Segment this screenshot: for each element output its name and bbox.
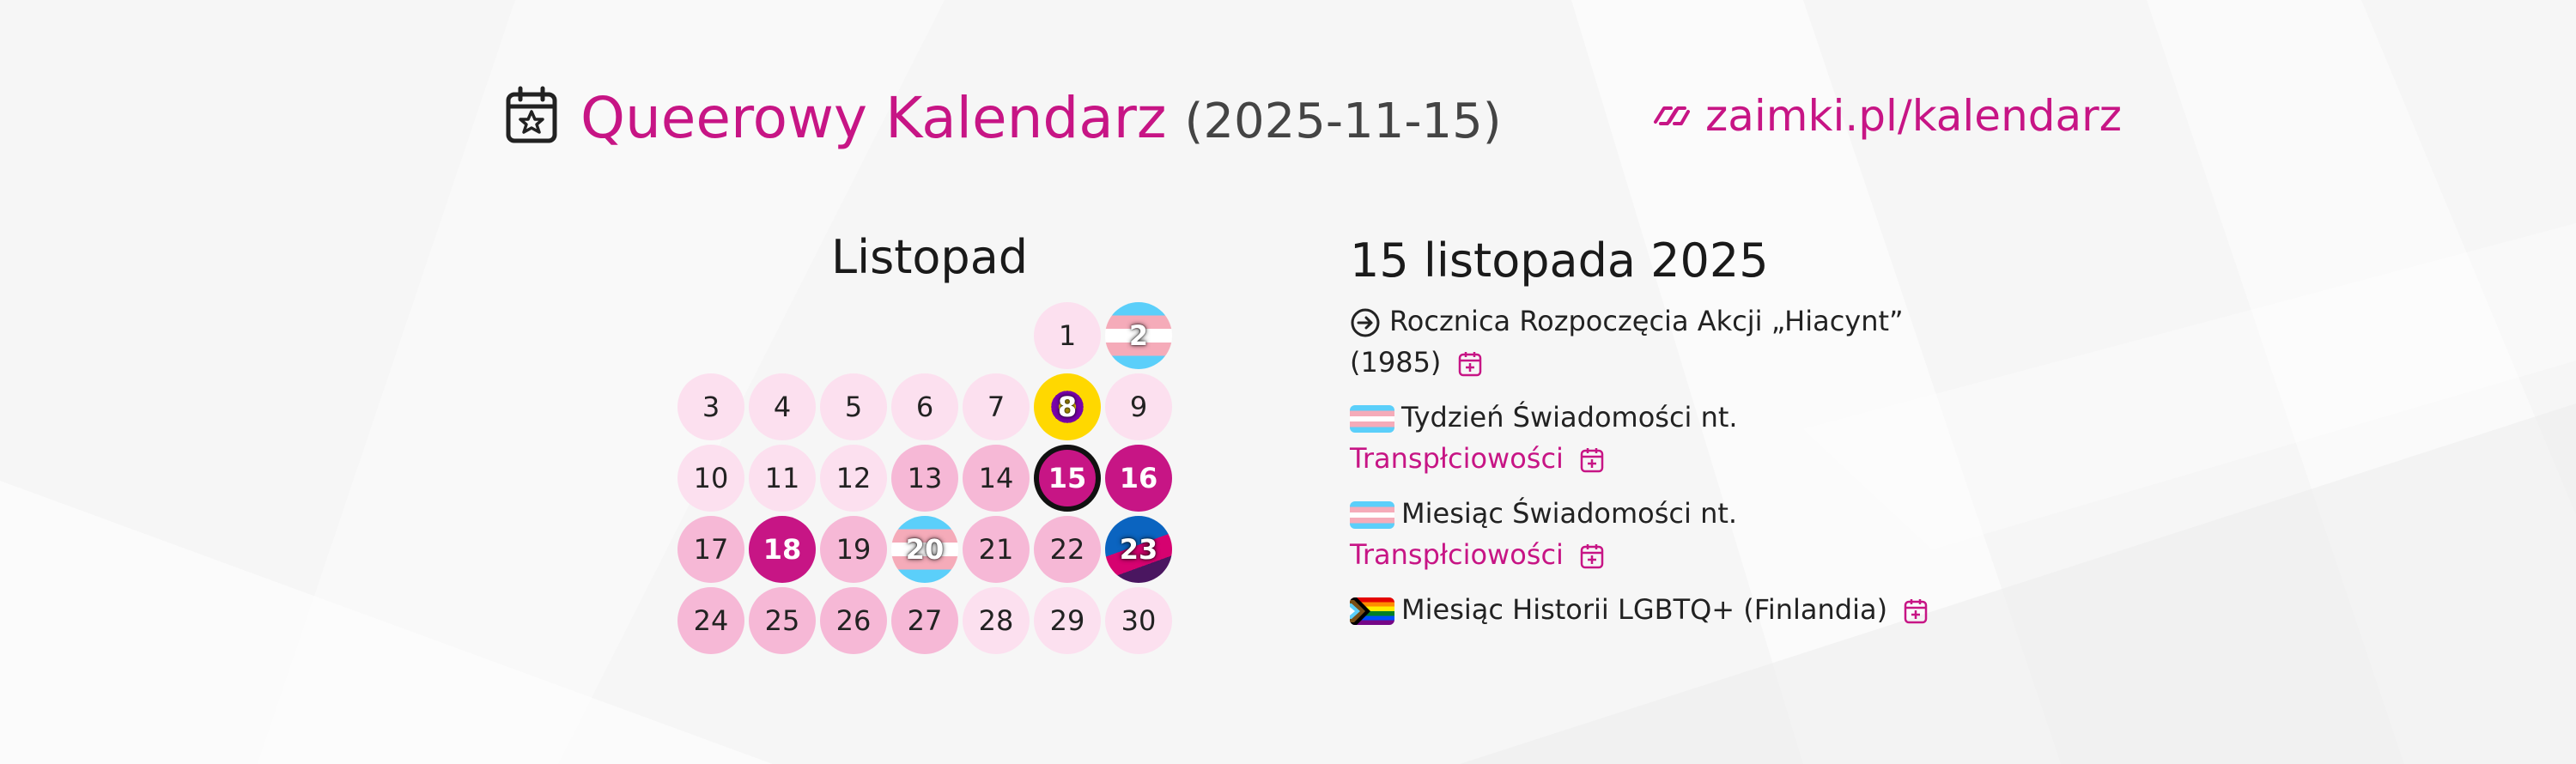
day-number: 27 [907,604,943,637]
day-number: 18 [762,533,802,566]
day-3[interactable]: 3 [677,373,744,440]
day-23[interactable]: 23 [1105,516,1172,583]
add-to-calendar-icon[interactable] [1579,446,1605,474]
add-to-calendar-icon[interactable] [1903,597,1929,625]
day-number: 10 [693,462,729,494]
calendar-link-text: zaimki.pl/kalendarz [1705,91,2122,141]
day-number: 30 [1121,604,1157,637]
day-9[interactable]: 9 [1105,373,1172,440]
day-number: 12 [835,462,872,494]
day-number: 20 [905,533,945,566]
day-8[interactable]: 8 [1034,373,1101,440]
day-number: 2 [1128,319,1149,352]
day-number: 9 [1129,391,1148,423]
day-number: 5 [844,391,863,423]
day-number: 4 [773,391,792,423]
zaimki-logo-icon [1654,106,1690,125]
day-number: 13 [907,462,943,494]
day-18[interactable]: 18 [749,516,816,583]
day-number: 15 [1048,462,1087,494]
day-17[interactable]: 17 [677,516,744,583]
day-11[interactable]: 11 [749,445,816,512]
day-number: 23 [1119,533,1158,566]
add-to-calendar-icon[interactable] [1457,350,1483,378]
day-number: 6 [915,391,934,423]
trans-flag-icon [1350,501,1394,529]
day-7[interactable]: 7 [963,373,1030,440]
add-to-calendar-icon[interactable] [1579,543,1605,570]
day-13[interactable]: 13 [891,445,958,512]
day-27[interactable]: 27 [891,587,958,654]
event-label: Rocznica Rozpoczęcia Akcji „Hiacynt” [1389,305,1904,337]
day-24[interactable]: 24 [677,587,744,654]
day-10[interactable]: 10 [677,445,744,512]
event-year: (1985) [1350,346,1442,379]
trans-flag-icon [1350,405,1394,433]
day-number: 16 [1119,462,1158,494]
event-link[interactable]: Transpłciowości [1350,538,1564,571]
arrow-circle-right-icon [1351,308,1380,337]
day-number: 26 [835,604,872,637]
day-6[interactable]: 6 [891,373,958,440]
event-trans-month[interactable]: Miesiąc Świadomości nt. Transpłciowości [1350,493,1737,575]
day-number: 22 [1049,533,1085,566]
calendar-link[interactable]: zaimki.pl/kalendarz [1652,86,2122,146]
day-number: 25 [764,604,800,637]
day-number: 8 [1057,391,1078,423]
event-label: Miesiąc Świadomości nt. [1401,497,1738,530]
event-hiacynt[interactable]: Rocznica Rozpoczęcia Akcji „Hiacynt” (19… [1350,300,1904,383]
day-30[interactable]: 30 [1105,587,1172,654]
day-26[interactable]: 26 [820,587,887,654]
day-14[interactable]: 14 [963,445,1030,512]
day-20[interactable]: 20 [891,516,958,583]
month-title: Listopad [831,230,1029,284]
day-21[interactable]: 21 [963,516,1030,583]
day-number: 7 [987,391,1005,423]
day-number: 1 [1058,319,1077,352]
calendar-star-icon [506,86,557,143]
day-number: 21 [978,533,1014,566]
day-number: 19 [835,533,872,566]
day-number: 24 [693,604,729,637]
day-12[interactable]: 12 [820,445,887,512]
day-5[interactable]: 5 [820,373,887,440]
day-number: 11 [764,462,800,494]
progress-pride-flag-icon [1350,597,1394,625]
day-number: 28 [978,604,1014,637]
event-label: Tydzień Świadomości nt. [1401,401,1738,434]
day-28[interactable]: 28 [963,587,1030,654]
event-link[interactable]: Transpłciowości [1350,442,1564,475]
day-4[interactable]: 4 [749,373,816,440]
event-label: Miesiąc Historii LGBTQ+ (Finlandia) [1401,593,1888,626]
day-1[interactable]: 1 [1034,302,1101,369]
day-number: 17 [693,533,729,566]
day-number: 14 [978,462,1014,494]
day-22[interactable]: 22 [1034,516,1101,583]
day-2[interactable]: 2 [1105,302,1172,369]
day-29[interactable]: 29 [1034,587,1101,654]
page-title: Queerowy Kalendarz (2025-11-15) [580,76,1502,165]
calendar-title: Queerowy Kalendarz [580,85,1167,151]
day-number: 3 [702,391,720,423]
day-16[interactable]: 16 [1105,445,1172,512]
event-lgbtq-history[interactable]: Miesiąc Historii LGBTQ+ (Finlandia) [1350,589,1929,630]
day-number: 29 [1049,604,1085,637]
selected-date-title: 15 listopada 2025 [1350,233,1769,288]
event-trans-week[interactable]: Tydzień Świadomości nt. Transpłciowości [1350,397,1738,479]
day-15[interactable]: 15 [1034,445,1101,512]
day-19[interactable]: 19 [820,516,887,583]
day-25[interactable]: 25 [749,587,816,654]
current-date: (2025-11-15) [1184,94,1502,149]
